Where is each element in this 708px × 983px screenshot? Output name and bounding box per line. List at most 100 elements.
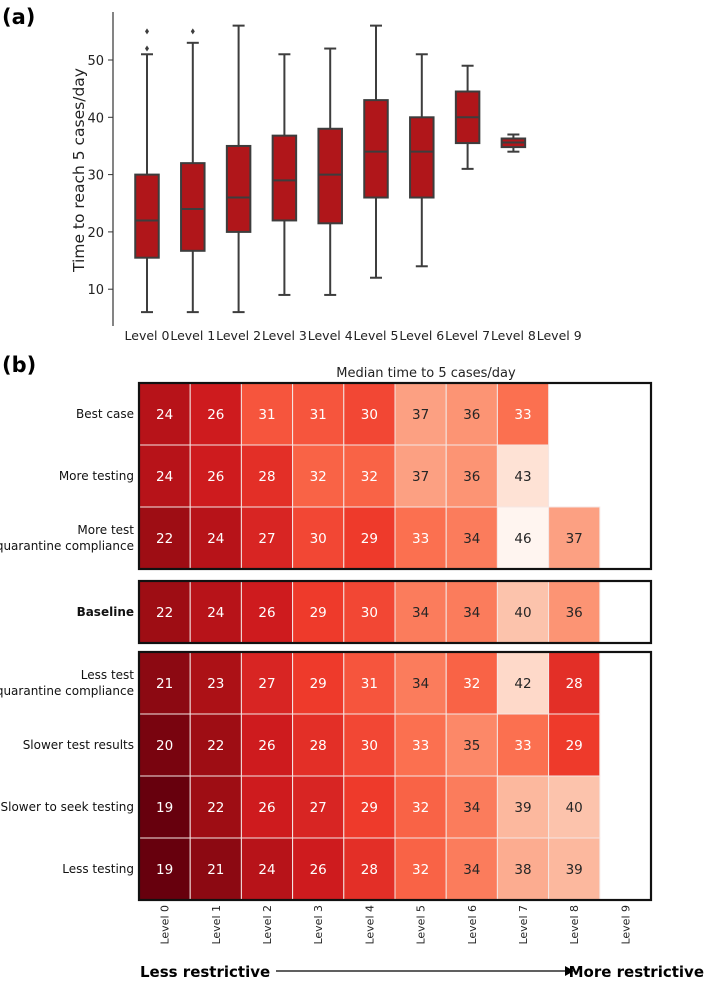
heatmap-cell-value: 29 (310, 676, 327, 692)
heatmap-cell (292, 837, 345, 901)
heatmap-cell (496, 506, 550, 570)
x-tick-label: Level 0 (125, 328, 170, 343)
heatmap-cell-value: 19 (156, 862, 173, 878)
row-label: quarantine compliance (0, 539, 134, 553)
box-2 (225, 24, 252, 314)
heatmap-cell (445, 382, 498, 446)
heatmap-cell-value: 31 (310, 407, 327, 423)
panel-label-a: (a) (2, 5, 35, 29)
heatmap-group-border (137, 381, 653, 571)
heatmap-cell-value: 26 (310, 862, 327, 878)
y-tick-label: 10 (87, 283, 104, 298)
heatmap-cell-value: 26 (258, 800, 275, 816)
heatmap-cell-value: 42 (514, 676, 531, 692)
column-label: Level 7 (517, 905, 530, 945)
heatmap-cell-value: 31 (258, 407, 275, 423)
heatmap-cell-value: 27 (258, 676, 275, 692)
heatmap-cell-value: 37 (566, 531, 583, 547)
heatmap-cell (445, 713, 498, 777)
heatmap-cell-value: 40 (566, 800, 583, 816)
heatmap-cell (394, 506, 447, 570)
x-tick-label: Level 4 (308, 328, 353, 343)
heatmap-cell-value: 35 (463, 738, 480, 754)
heatmap-cell (292, 775, 345, 839)
heatmap-cell-value: 26 (258, 738, 275, 754)
heatmap-cell (343, 506, 396, 570)
heatmap-cell (189, 506, 242, 570)
heatmap-cell-value: 29 (361, 800, 378, 816)
heatmap-cell-value: 22 (156, 605, 173, 621)
heatmap-cell-value: 24 (156, 469, 173, 485)
outlier-point (145, 45, 149, 52)
heatmap-cell-value: 39 (566, 862, 583, 878)
heatmap-cell (445, 651, 498, 715)
outlier-point (145, 28, 149, 35)
more-restrictive-label: More restrictive (569, 963, 704, 981)
box-6 (409, 53, 435, 268)
y-tick-label: 50 (87, 54, 104, 69)
box-0 (134, 28, 160, 314)
row-label: Slower to seek testing (1, 800, 134, 814)
box-iqr (271, 134, 298, 222)
heatmap-cell-value: 31 (361, 676, 378, 692)
heatmap-cell (496, 444, 550, 508)
heatmap-cell-value: 27 (258, 531, 275, 547)
heatmap-cell-value: 29 (310, 605, 327, 621)
column-label: Level 3 (312, 905, 325, 945)
column-label: Level 8 (568, 905, 581, 945)
heatmap-cell-value: 24 (258, 862, 275, 878)
heatmap-cell-value: 34 (463, 800, 480, 816)
heatmap-cell-value: 38 (514, 862, 531, 878)
heatmap-cell-value: 28 (361, 862, 378, 878)
heatmap-group-1: 22 24 26 29 30 34 34 40 36 Baseline (77, 579, 653, 645)
heatmap-cell-value: 21 (156, 676, 173, 692)
heatmap-cell (394, 837, 447, 901)
heatmap-cell-value: 26 (207, 407, 224, 423)
heatmap-cell-value: 34 (412, 605, 429, 621)
heatmap-cell (292, 444, 345, 508)
heatmap-cell (240, 775, 294, 839)
heatmap-cell-value: 32 (412, 862, 429, 878)
heatmap-cell (548, 713, 601, 777)
heatmap-cell (548, 506, 601, 570)
heatmap-cell-value: 34 (463, 605, 480, 621)
heatmap-cell-value: 27 (310, 800, 327, 816)
column-label: Level 2 (261, 905, 274, 945)
heatmap-cell-value: 24 (207, 605, 224, 621)
heatmap-cell-value: 39 (514, 800, 531, 816)
x-tick-label: Level 2 (216, 328, 261, 343)
heatmap-cell-value: 19 (156, 800, 173, 816)
x-tick-label: Level 3 (262, 328, 307, 343)
box-4 (317, 47, 343, 296)
heatmap-cell-value: 46 (514, 531, 531, 547)
heatmap-cell-value: 23 (207, 676, 224, 692)
column-label: Level 6 (466, 905, 479, 945)
heatmap-cell-value: 30 (310, 531, 327, 547)
box-iqr (363, 99, 389, 199)
heatmap-cell-value: 33 (412, 738, 429, 754)
y-tick-label: 40 (87, 111, 104, 126)
heatmap-cell-value: 32 (361, 469, 378, 485)
box-iqr (317, 127, 343, 225)
heatmap-cell (496, 382, 550, 446)
heatmap-title: Median time to 5 cases/day (336, 366, 516, 381)
heatmap-cell-value: 32 (412, 800, 429, 816)
heatmap-cell-value: 28 (566, 676, 583, 692)
heatmap-cell (292, 713, 345, 777)
box-5 (363, 24, 389, 279)
box-iqr (409, 116, 435, 199)
row-label: More testing (59, 469, 134, 483)
heatmap-cell (445, 506, 498, 570)
heatmap-cell-value: 40 (514, 605, 531, 621)
heatmap-cell (548, 651, 601, 715)
heatmap-cell-value: 21 (207, 862, 224, 878)
heatmap-cell-value: 22 (156, 531, 173, 547)
outlier-point (190, 28, 195, 35)
row-label: quarantine compliance (0, 684, 134, 698)
heatmap-cell-value: 34 (463, 531, 480, 547)
x-tick-label: Level 6 (399, 328, 444, 343)
heatmap-cell-value: 36 (566, 605, 583, 621)
heatmap-cell-value: 33 (412, 531, 429, 547)
heatmap-cell (496, 837, 550, 901)
